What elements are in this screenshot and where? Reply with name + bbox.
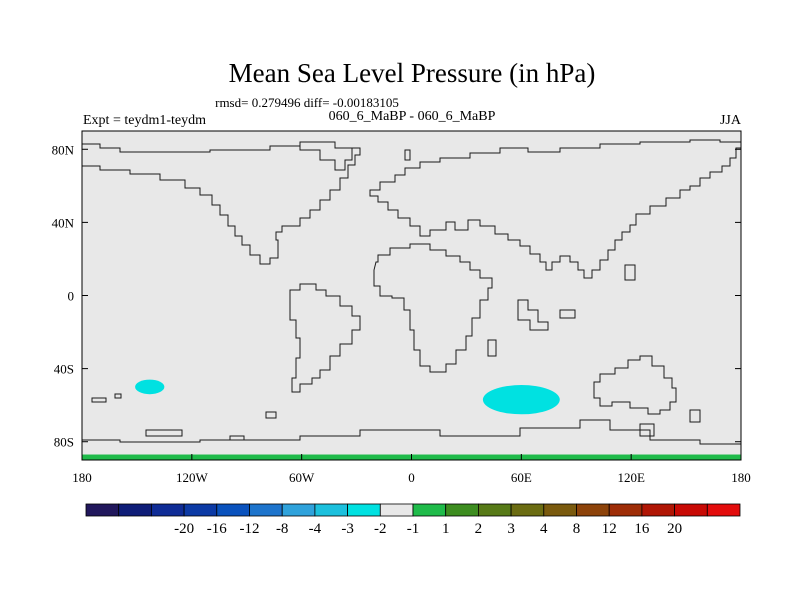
colorbar-labels: -20 -16 -12 -8 -4 -3 -2 -1 1 2 3 4 8 12 16 20 [174, 521, 682, 537]
colorbar-label-12: 8 [573, 521, 581, 537]
y-tick-label-0: 80N [52, 142, 75, 157]
colorbar-box-3 [183, 503, 218, 517]
colorbar-box-4 [216, 503, 250, 517]
colorbar-label-0: -20 [174, 521, 194, 537]
x-tick-label-1: 120W [176, 470, 209, 485]
colorbar-label-9: 2 [475, 521, 483, 537]
colorbar-box-10 [412, 503, 447, 517]
colorbar-label-13: 12 [602, 521, 617, 537]
colorbar-box-15 [576, 503, 610, 517]
colorbar-box-18 [674, 503, 708, 517]
colorbar-box-5 [249, 503, 283, 517]
right-label: JJA [720, 113, 742, 128]
colorbar-box-17 [641, 503, 676, 517]
colorbar-box-11 [445, 503, 479, 517]
colorbar-box-9 [379, 503, 414, 517]
colorbar-label-15: 20 [667, 521, 682, 537]
left-label: Expt = teydm1-teydm [83, 113, 206, 128]
chart-subtitle: 060_6_MaBP - 060_6_MaBP [329, 109, 496, 124]
colorbar-box-6 [281, 503, 316, 517]
chart-title: Mean Sea Level Pressure (in hPa) [229, 58, 596, 88]
y-tick-label-2: 0 [68, 289, 75, 304]
colorbar-label-8: 1 [442, 521, 450, 537]
colorbar-box-12 [477, 503, 512, 517]
colorbar-box-7 [314, 503, 348, 517]
colorbar-label-14: 16 [634, 521, 650, 537]
y-tick-label-4: 80S [54, 435, 74, 450]
colorbar-label-5: -3 [341, 521, 354, 537]
colorbar-box-16 [608, 503, 643, 517]
colorbar-label-2: -12 [240, 521, 260, 537]
x-tick-label-5: 120E [617, 470, 645, 485]
colorbar-label-6: -2 [374, 521, 387, 537]
south-pacific-anomaly [135, 379, 165, 395]
y-tick-label-1: 40N [52, 215, 75, 230]
colorbar-box-8 [347, 503, 381, 517]
map-panel [81, 130, 742, 461]
x-tick-label-0: 180 [72, 470, 92, 485]
x-tick-label-4: 60E [511, 470, 532, 485]
colorbar-label-7: -1 [407, 521, 420, 537]
colorbar-label-11: 4 [540, 521, 548, 537]
colorbar-box-1 [118, 503, 152, 517]
colorbar-box-0 [85, 503, 120, 517]
colorbar-label-1: -16 [207, 521, 227, 537]
stats-line: rmsd= 0.279496 diff= -0.00183105 [215, 95, 399, 110]
colorbar-label-4: -4 [309, 521, 322, 537]
x-axis-labels: 180 120W 60W 0 60E 120E 180 [72, 470, 751, 485]
colorbar-box-19 [706, 503, 741, 517]
south-indian-ocean-anomaly [482, 385, 560, 415]
colorbar-label-3: -8 [276, 521, 289, 537]
colorbar [85, 503, 741, 517]
colorbar-label-10: 3 [507, 521, 515, 537]
y-tick-label-3: 40S [54, 362, 74, 377]
map-background [82, 131, 741, 460]
x-tick-label-6: 180 [731, 470, 751, 485]
colorbar-box-13 [510, 503, 545, 517]
y-axis-labels: 80N 40N 0 40S 80S [52, 142, 75, 449]
colorbar-box-14 [543, 503, 577, 517]
x-tick-label-2: 60W [289, 470, 315, 485]
colorbar-box-2 [150, 503, 185, 517]
x-tick-label-3: 0 [408, 470, 415, 485]
axis-ticks [81, 148, 742, 460]
coastlines [81, 139, 742, 461]
